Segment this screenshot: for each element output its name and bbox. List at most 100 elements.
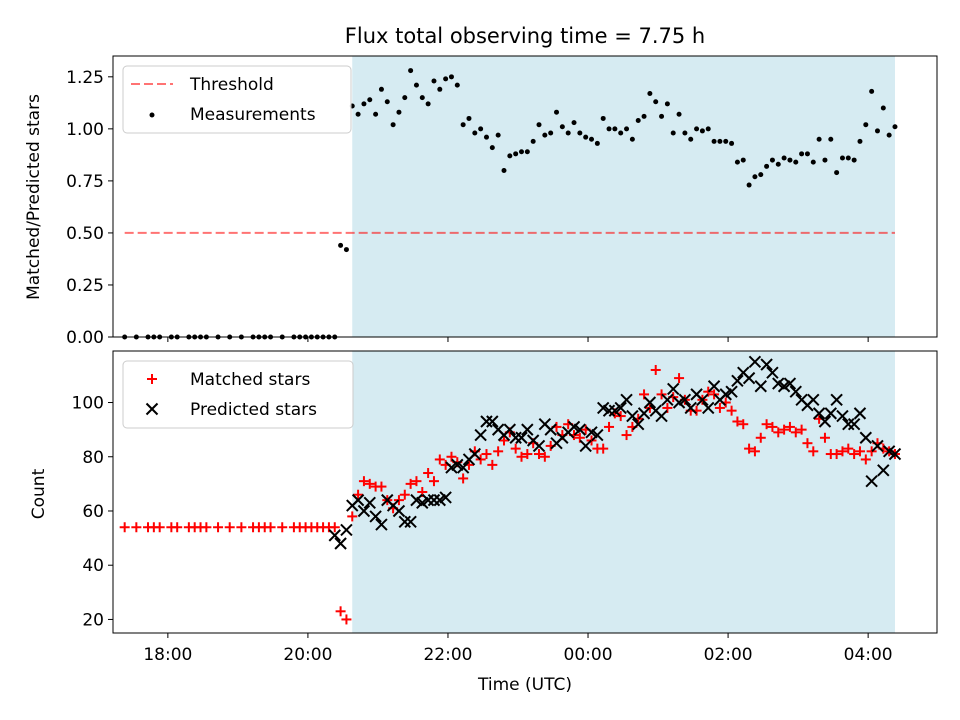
x-tick-label: 04:00: [844, 645, 893, 665]
predicted-point: [591, 428, 604, 442]
predicted-point-b: [888, 447, 902, 461]
predicted-point-b: [830, 393, 843, 407]
measurement-point: [425, 101, 431, 107]
measurement-point: [886, 132, 892, 138]
predicted-point: [532, 439, 546, 453]
predicted-point: [328, 529, 341, 542]
predicted-point-b: [847, 418, 861, 431]
matched-point: [726, 405, 737, 416]
matched-point: [405, 478, 416, 489]
predicted-point: [684, 401, 697, 415]
predicted-point-b: [369, 510, 382, 523]
matched-point: [539, 451, 550, 462]
predicted-point-b: [532, 439, 546, 453]
predicted-point: [859, 431, 873, 444]
predicted-point-b: [807, 393, 820, 407]
predicted-point-b: [567, 420, 581, 434]
top-y-ticks: 0.00 0.25 0.50 0.75 1.00 1.25: [66, 68, 113, 348]
predicted-point: [707, 380, 721, 393]
measurement-point: [507, 153, 513, 159]
measurement-point: [787, 157, 793, 163]
predicted-point-b: [410, 493, 423, 507]
predicted-point: [847, 418, 861, 431]
predicted-point: [620, 393, 633, 407]
predicted-point: [602, 404, 616, 417]
top-y-tick-label: 0.75: [66, 172, 104, 192]
measurement-point: [845, 155, 851, 161]
measurement-point: [618, 130, 624, 136]
measurement-point: [530, 138, 536, 144]
measurement-point: [378, 86, 384, 92]
measurement-point: [880, 105, 886, 111]
top-axes-frame: [112, 55, 938, 338]
matched-point: [341, 614, 352, 625]
measurement-point: [781, 155, 787, 161]
measurement-point: [659, 113, 665, 119]
measurement-point: [746, 182, 752, 188]
top-y-tick-label: 0.50: [66, 224, 104, 244]
predicted-point-b: [678, 393, 692, 407]
predicted-point-b: [439, 491, 452, 504]
top-legend-box: [122, 65, 352, 134]
predicted-point: [661, 393, 674, 407]
measurement-point: [460, 122, 466, 128]
top-legend: Threshold Measurements: [122, 65, 352, 134]
predicted-point: [486, 415, 499, 428]
predicted-point: [637, 407, 651, 420]
predicted-point: [836, 409, 849, 423]
predicted-point-b: [655, 409, 668, 423]
measurement-point: [524, 149, 530, 155]
measurement-point: [717, 138, 723, 144]
predicted-point: [766, 366, 779, 379]
predicted-point-b: [690, 388, 703, 401]
matched-point: [714, 402, 725, 413]
matched-point: [393, 495, 404, 506]
matched-point: [796, 424, 807, 435]
predicted-point: [655, 409, 668, 423]
matched-point: [849, 449, 860, 460]
bottom-legend: Matched stars Predicted stars: [122, 360, 354, 429]
predicted-point: [807, 393, 820, 407]
predicted-point: [544, 423, 557, 436]
predicted-point-b: [737, 366, 750, 379]
predicted-point-b: [684, 401, 697, 415]
predicted-point-b: [334, 537, 347, 550]
measurement-point: [448, 74, 454, 80]
predicted-point: [626, 409, 639, 423]
predicted-point: [340, 523, 353, 537]
predicted-point: [760, 358, 773, 371]
predicted-point-b: [859, 431, 873, 444]
top-y-tick-label: 1.25: [66, 68, 104, 88]
matched-point: [761, 419, 772, 430]
bottom-legend-box: [122, 360, 354, 429]
predicted-point: [509, 431, 522, 444]
matched-point: [358, 476, 369, 487]
measurement-point: [822, 157, 828, 163]
matched-point: [131, 522, 142, 533]
predicted-point: [474, 428, 487, 442]
predicted-point: [521, 423, 534, 436]
predicted-point: [830, 393, 843, 407]
predicted-point-b: [351, 493, 365, 507]
matched-point: [516, 451, 527, 462]
predicted-point-b: [882, 445, 896, 458]
measurement-point: [804, 151, 810, 157]
x-tick-label: 20:00: [283, 645, 332, 665]
matched-point: [224, 522, 235, 533]
measurement-point: [764, 163, 770, 169]
bottom-panel: 18:00 20:00 22:00 00:00 02:00 04:00 20 40 60 80 1…: [29, 350, 938, 695]
measurement-point: [834, 170, 840, 176]
measurement-point: [851, 157, 857, 163]
predicted-point: [392, 504, 406, 518]
predicted-point: [503, 423, 517, 436]
predicted-point: [871, 439, 884, 453]
predicted-point-b: [328, 529, 341, 542]
measurement-point: [373, 111, 379, 117]
predicted-point-b: [451, 458, 464, 472]
top-observing-window: [352, 56, 895, 337]
predicted-point: [614, 401, 627, 415]
predicted-point-b: [421, 493, 435, 507]
measurement-point: [869, 88, 875, 94]
measurement-point: [705, 126, 711, 132]
